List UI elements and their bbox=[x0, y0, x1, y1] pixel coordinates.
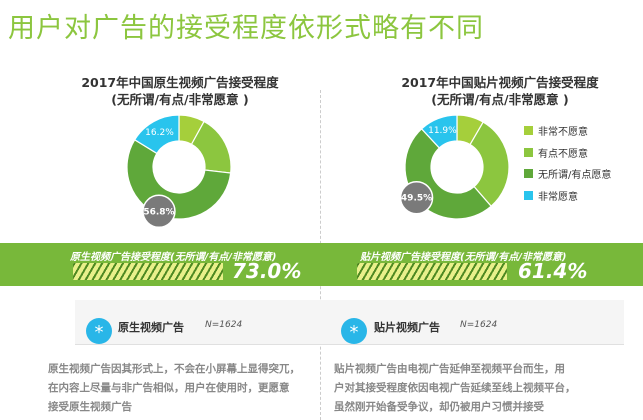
description-line: 在内容上尽量与非广告相似，用户在使用时，更愿意 bbox=[48, 382, 290, 394]
donut-slice bbox=[420, 114, 458, 149]
band-label-pre-roll: 贴片视频广告接受程度(无所谓/有点/非常愿意) bbox=[360, 252, 567, 263]
donut-slice bbox=[133, 114, 180, 155]
panel-title-native: 原生视频广告 bbox=[118, 321, 184, 334]
sample-size: N=1624 bbox=[205, 320, 243, 330]
data-label-badge bbox=[400, 181, 434, 215]
data-label: 16.2% bbox=[145, 128, 174, 138]
description-line: 贴片视频广告由电视广告延伸至视频平台而生，用 bbox=[334, 363, 565, 375]
legend-item: 有点不愿意 bbox=[524, 142, 611, 164]
chart-title-pre-roll-line2: (无所谓/有点/非常愿意 ) bbox=[431, 92, 569, 107]
data-label: 11.9% bbox=[428, 126, 457, 136]
chart-title-native-line1: 2017年中国原生视频广告接受程度 bbox=[81, 75, 279, 90]
description-line: 户对其接受程度依因电视广告延续至线上视频平台， bbox=[334, 382, 576, 394]
legend: 非常不愿意 有点不愿意 无所谓/有点愿意 非常愿意 bbox=[524, 120, 611, 206]
chart-title-pre-roll-line1: 2017年中国贴片视频广告接受程度 bbox=[401, 75, 599, 90]
data-label: 49.5% bbox=[401, 194, 432, 204]
chart-title-native-line2: (无所谓/有点/非常愿意 ) bbox=[111, 92, 249, 107]
legend-item: 非常愿意 bbox=[524, 185, 611, 207]
donut-chart-pre-roll: 49.5% 11.9% bbox=[400, 114, 510, 220]
data-label-badge bbox=[142, 194, 176, 229]
band-label-native: 原生视频广告接受程度(无所谓/有点/非常愿意) bbox=[70, 252, 277, 263]
band-value-pre-roll: 61.4% bbox=[518, 259, 588, 283]
panel-background bbox=[75, 300, 365, 345]
panel-title-pre-roll: 贴片视频广告 bbox=[374, 321, 440, 334]
legend-label: 非常愿意 bbox=[538, 191, 578, 203]
description-line: 接受原生视频广告 bbox=[48, 401, 132, 413]
page-title: 用户对广告的接受程度依形式略有不同 bbox=[8, 13, 484, 44]
legend-swatch bbox=[524, 147, 533, 157]
chart-title-pre-roll: 2017年中国贴片视频广告接受程度 (无所谓/有点/非常愿意 ) bbox=[360, 74, 640, 108]
description-line: 原生视频广告因其形式上，不会在小屏幕上显得突兀， bbox=[48, 363, 300, 375]
legend-label: 无所谓/有点愿意 bbox=[538, 170, 612, 182]
star-icon: * bbox=[86, 318, 112, 344]
legend-item: 非常不愿意 bbox=[524, 120, 611, 142]
stripe-decoration bbox=[73, 263, 223, 280]
legend-item: 无所谓/有点愿意 bbox=[524, 163, 611, 185]
chart-title-native: 2017年中国原生视频广告接受程度 (无所谓/有点/非常愿意 ) bbox=[40, 74, 320, 108]
sample-size: N=1624 bbox=[460, 320, 498, 330]
band-value-native: 73.0% bbox=[232, 259, 302, 283]
description-line: 虽然刚开始备受争议，却仍被用户习惯并接受 bbox=[334, 401, 544, 413]
donut-slice bbox=[469, 121, 510, 208]
legend-swatch bbox=[524, 169, 533, 179]
stripe-decoration bbox=[357, 263, 507, 280]
legend-label: 有点不愿意 bbox=[538, 148, 588, 160]
data-label: 56.8% bbox=[143, 207, 174, 217]
legend-swatch bbox=[524, 126, 533, 136]
description-native: 原生视频广告因其形式上，不会在小屏幕上显得突兀， 在内容上尽量与非广告相似，用户… bbox=[48, 360, 300, 417]
star-icon: * bbox=[341, 318, 367, 344]
donut-chart-native: 56.8% 16.2% bbox=[126, 114, 232, 229]
panel-background bbox=[334, 300, 624, 345]
legend-label: 非常不愿意 bbox=[538, 127, 588, 139]
legend-swatch bbox=[524, 190, 533, 200]
description-pre-roll: 贴片视频广告由电视广告延伸至视频平台而生，用 户对其接受程度依因电视广告延续至线… bbox=[334, 360, 576, 417]
